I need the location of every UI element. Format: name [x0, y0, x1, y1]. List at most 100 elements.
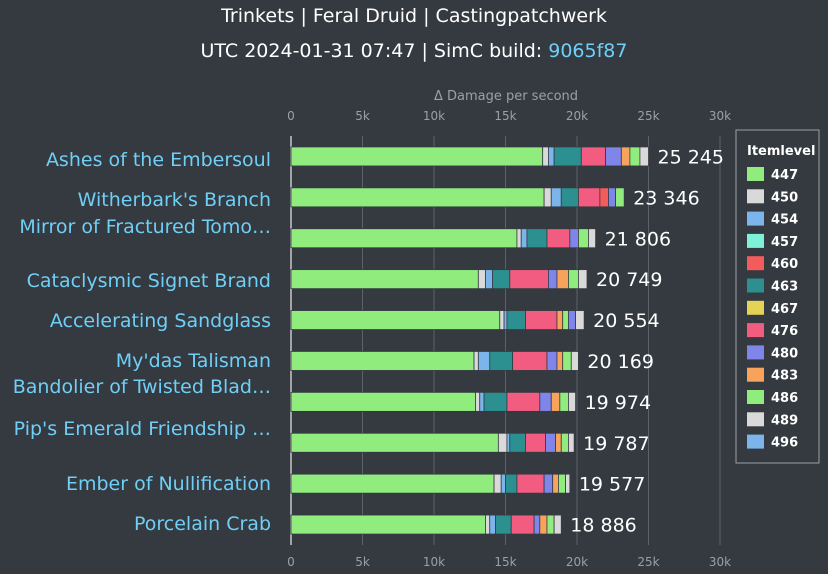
bar-segment-486[interactable]	[546, 514, 555, 535]
bar-segment-489[interactable]	[568, 432, 575, 453]
bar-segment-454[interactable]	[485, 269, 494, 290]
bar-segment-463[interactable]	[553, 146, 582, 167]
bar-segment-486[interactable]	[558, 473, 566, 494]
bar-segment-483[interactable]	[550, 391, 561, 412]
bar-segment-483[interactable]	[556, 269, 569, 290]
legend-item[interactable]: 486	[747, 390, 798, 406]
bar-segment-476[interactable]	[578, 187, 601, 208]
bar-segment-489[interactable]	[639, 146, 649, 167]
bar-segment-480[interactable]	[533, 514, 541, 535]
bar-segment-486[interactable]	[559, 391, 569, 412]
legend-item[interactable]: 496	[747, 434, 798, 451]
bar-segment-480[interactable]	[568, 310, 576, 330]
bar-segment-486[interactable]	[568, 269, 579, 290]
bar-segment-454[interactable]	[477, 351, 491, 371]
legend-item[interactable]: 447	[747, 167, 798, 183]
bar-segment-476[interactable]	[516, 473, 545, 494]
bar-segment-489[interactable]	[588, 228, 596, 249]
legend-item[interactable]: 483	[747, 367, 798, 384]
bar-segment-450[interactable]	[473, 351, 479, 371]
legend-item[interactable]: 480	[747, 345, 798, 361]
bar-segment-463[interactable]	[560, 187, 579, 208]
bar-segment-486[interactable]	[578, 228, 589, 249]
bar-segment-454[interactable]	[548, 146, 555, 167]
bar-segment-463[interactable]	[505, 473, 518, 494]
legend-item[interactable]: 454	[747, 211, 798, 228]
category-label[interactable]: Ashes of the Embersoul	[46, 149, 271, 171]
bar-segment-450[interactable]	[542, 146, 549, 167]
bar-segment-489[interactable]	[570, 351, 579, 371]
bar-segment-476[interactable]	[506, 391, 541, 412]
bar-segment-480[interactable]	[548, 269, 558, 290]
category-label[interactable]: My'das Talisman	[116, 350, 271, 372]
category-label[interactable]: Bandolier of Twisted Blad…	[13, 376, 271, 398]
bar-segment-489[interactable]	[575, 310, 585, 330]
bar-segment-450[interactable]	[475, 391, 481, 412]
bar-segment-450[interactable]	[485, 514, 491, 535]
build-hash-link[interactable]: 9065f87	[548, 40, 627, 62]
bar-segment-483[interactable]	[552, 473, 559, 494]
bar-segment-447[interactable]	[290, 269, 479, 290]
bar-segment-447[interactable]	[290, 310, 501, 330]
bar-segment-480[interactable]	[543, 473, 554, 494]
bar-segment-460[interactable]	[599, 187, 609, 208]
bar-segment-450[interactable]	[516, 228, 522, 249]
bar-segment-489[interactable]	[578, 269, 588, 290]
category-label[interactable]: Porcelain Crab	[134, 513, 271, 535]
bar-segment-450[interactable]	[543, 187, 552, 208]
bar-segment-454[interactable]	[550, 187, 562, 208]
bar-segment-463[interactable]	[506, 310, 526, 330]
bar-segment-450[interactable]	[477, 269, 486, 290]
bar-segment-483[interactable]	[556, 310, 564, 330]
bar-segment-489[interactable]	[553, 514, 562, 535]
category-label[interactable]: Witherbark's Branch	[78, 189, 271, 211]
bar-segment-480[interactable]	[605, 146, 622, 167]
bar-segment-463[interactable]	[526, 228, 548, 249]
bar-segment-483[interactable]	[539, 514, 548, 535]
bar-segment-476[interactable]	[546, 228, 571, 249]
bar-segment-483[interactable]	[620, 146, 631, 167]
bar-segment-447[interactable]	[290, 146, 544, 167]
bar-segment-450[interactable]	[499, 310, 505, 330]
bar-segment-489[interactable]	[565, 473, 571, 494]
category-label[interactable]: Mirror of Fractured Tomo…	[19, 216, 271, 238]
bar-segment-447[interactable]	[290, 473, 495, 494]
bar-segment-476[interactable]	[510, 514, 535, 535]
bar-segment-476[interactable]	[525, 310, 558, 330]
bar-segment-486[interactable]	[562, 310, 569, 330]
legend-item[interactable]: 460	[747, 256, 798, 272]
bar-segment-454[interactable]	[489, 514, 496, 535]
bar-segment-476[interactable]	[525, 432, 546, 453]
bar-segment-486[interactable]	[629, 146, 641, 167]
bar-segment-480[interactable]	[545, 432, 556, 453]
bar-segment-450[interactable]	[493, 473, 502, 494]
bar-segment-447[interactable]	[290, 432, 499, 453]
legend-item[interactable]: 463	[747, 278, 798, 295]
bar-segment-483[interactable]	[555, 432, 562, 453]
legend-item[interactable]: 489	[747, 412, 798, 428]
bar-segment-486[interactable]	[560, 432, 569, 453]
bar-segment-476[interactable]	[580, 146, 606, 167]
bar-segment-476[interactable]	[512, 351, 548, 371]
bar-segment-447[interactable]	[290, 228, 518, 249]
bar-segment-476[interactable]	[509, 269, 549, 290]
bar-segment-454[interactable]	[520, 228, 528, 249]
bar-segment-480[interactable]	[539, 391, 552, 412]
bar-segment-489[interactable]	[568, 391, 576, 412]
bar-segment-480[interactable]	[546, 351, 558, 371]
category-label[interactable]: Pip's Emerald Friendship …	[14, 418, 271, 440]
bar-segment-463[interactable]	[492, 269, 511, 290]
bar-segment-486[interactable]	[562, 351, 572, 371]
bar-segment-480[interactable]	[608, 187, 617, 208]
bar-segment-463[interactable]	[489, 351, 514, 371]
category-label[interactable]: Accelerating Sandglass	[50, 310, 271, 332]
bar-segment-480[interactable]	[569, 228, 579, 249]
bar-segment-463[interactable]	[483, 391, 508, 412]
legend-item[interactable]: 467	[747, 300, 798, 317]
bar-segment-454[interactable]	[479, 391, 485, 412]
bar-segment-486[interactable]	[615, 187, 625, 208]
legend-item[interactable]: 476	[747, 323, 798, 339]
category-label[interactable]: Ember of Nullification	[66, 473, 271, 495]
legend-item[interactable]: 450	[747, 189, 798, 205]
bar-segment-483[interactable]	[556, 351, 564, 371]
